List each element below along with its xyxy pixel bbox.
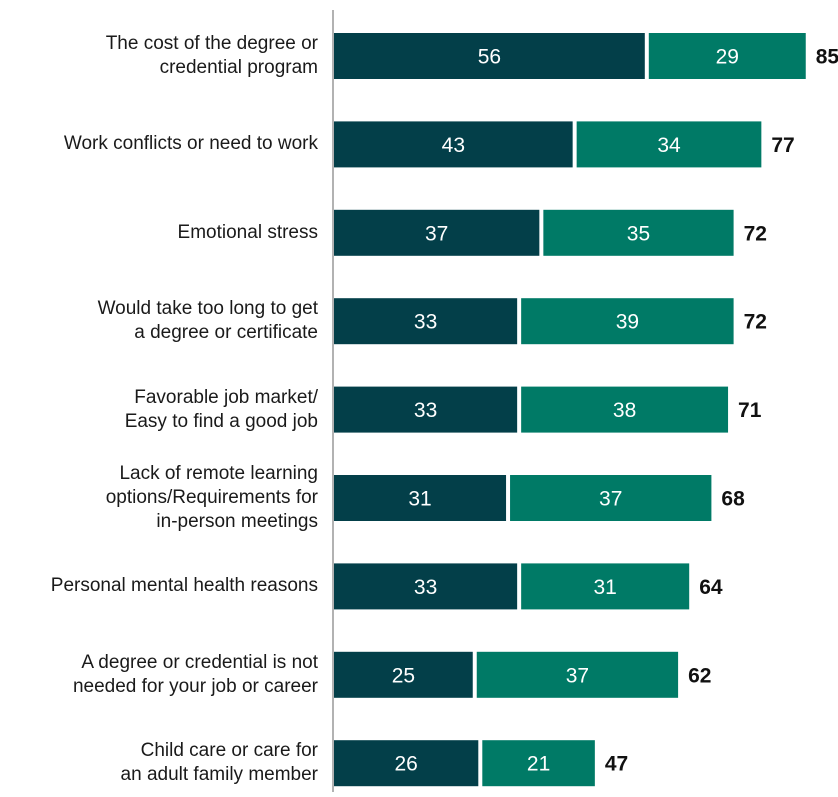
bar-value-label: 34 (657, 134, 681, 157)
bar-segment-2 (521, 298, 734, 345)
category-label-line: Work conflicts or need to work (63, 133, 318, 155)
category-label-line: Lack of remote learning (119, 463, 318, 484)
category-label-line: Personal mental health reasons (50, 575, 318, 597)
total-value-label: 77 (771, 134, 794, 157)
category-label-line: options/Requirements for (105, 487, 318, 508)
bar-segment-2 (510, 475, 712, 521)
bar-value-label: 39 (616, 311, 639, 334)
total-value-label: 72 (744, 222, 767, 245)
bar-value-label: 38 (613, 399, 636, 422)
bar-value-label: 26 (394, 753, 417, 776)
bar-segment-1 (334, 209, 540, 256)
category-label: Lack of remote learning options/Requireme… (106, 462, 318, 534)
bars: 56 29 85 43 34 77 37 35 72 33 39 72 33 38 71 31 37 68 33 31… (334, 33, 838, 787)
bar-value-label: 33 (414, 399, 437, 422)
bar-value-label: 33 (414, 576, 437, 599)
bar-value-label: 43 (442, 134, 465, 157)
bar-value-label: 31 (408, 488, 431, 511)
bar-segment-1 (334, 121, 573, 168)
bar-value-label: 56 (478, 46, 501, 69)
category-label-line: Would take too long to get (97, 298, 318, 320)
bar-value-label: 37 (425, 222, 448, 245)
bar-value-label: 33 (414, 311, 437, 334)
bar-segment-1 (334, 563, 518, 610)
bar-segment-2 (476, 651, 679, 698)
category-label-line: needed for your job or career (72, 675, 318, 697)
category-label: A degree or credential is not needed for … (73, 651, 318, 699)
total-value-label: 47 (605, 753, 628, 776)
bar-segment-2 (521, 563, 690, 610)
bar-segment-2 (482, 740, 595, 787)
category-label: Work conflicts or need to work (64, 132, 318, 156)
bar-segment-2 (576, 121, 762, 168)
category-label-line: a degree or certificate (134, 322, 318, 344)
bar-segment-1 (334, 33, 645, 79)
bar-segment-2 (521, 386, 729, 433)
total-value-label: 72 (744, 311, 767, 334)
category-label-line: Favorable job market/ (134, 386, 318, 408)
total-value-label: 71 (738, 399, 762, 422)
total-value-label: 68 (721, 488, 745, 511)
category-label-line: an adult family member (120, 764, 318, 786)
category-label-line: credential program (159, 57, 318, 78)
category-label: Would take too long to get a degree or ce… (98, 297, 318, 345)
bar-segment-1 (334, 386, 518, 433)
category-label-line: The cost of the degree or (105, 33, 318, 54)
bar-segment-2 (648, 33, 806, 79)
category-label-line: A degree or credential is not (81, 651, 318, 673)
bar-segment-2 (543, 209, 734, 256)
bar-value-label: 29 (716, 46, 739, 69)
total-value-label: 85 (816, 46, 838, 69)
bar-value-label: 35 (627, 222, 650, 245)
bar-value-label: 25 (392, 664, 415, 687)
bar-value-label: 37 (566, 664, 589, 687)
bar-segment-1 (334, 298, 518, 345)
bar-value-label: 31 (593, 576, 616, 599)
bar-segment-1 (334, 475, 507, 521)
category-label-line: Easy to find a good job (124, 410, 318, 432)
bar-segment-1 (334, 740, 479, 787)
category-label: Personal mental health reasons (51, 574, 318, 598)
bar-segment-1 (334, 651, 473, 698)
total-value-label: 62 (688, 664, 711, 687)
category-label: Emotional stress (178, 221, 318, 245)
category-label: Favorable job market/Easy to find a good… (125, 386, 318, 434)
category-label-line: in-person meetings (156, 511, 318, 532)
category-label-line: Child care or care for (140, 740, 318, 762)
bar-value-label: 21 (527, 753, 550, 776)
category-label-line: Emotional stress (177, 221, 318, 243)
bar-value-label: 37 (599, 488, 622, 511)
category-label: Child care or care for an adult family me… (121, 739, 318, 787)
total-value-label: 64 (699, 576, 723, 599)
category-label: The cost of the degree or credential prog… (106, 32, 318, 80)
